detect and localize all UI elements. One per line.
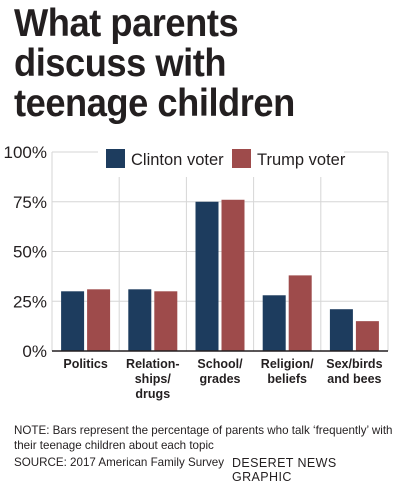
legend-box bbox=[98, 143, 344, 177]
bars bbox=[61, 199, 379, 351]
y-tick-label: 100% bbox=[4, 143, 47, 162]
y-tick-label: 75% bbox=[13, 193, 47, 212]
legend-label-clinton: Clinton voter bbox=[131, 151, 224, 169]
legend-swatch-clinton bbox=[106, 149, 125, 168]
chart-title: What parents discuss with teenage childr… bbox=[14, 4, 367, 124]
y-tick-label: 0% bbox=[22, 342, 47, 361]
bar bbox=[221, 199, 245, 351]
chart-source: SOURCE: 2017 American Family Survey bbox=[14, 456, 225, 469]
category-label: School/grades bbox=[197, 357, 243, 386]
y-axis-ticks: 0% 25% 50% 75% 100% bbox=[4, 143, 47, 361]
bar bbox=[128, 289, 152, 351]
bar-chart: 0% 25% 50% 75% 100% Politics Relation-ships/d… bbox=[4, 143, 389, 401]
bar bbox=[355, 321, 379, 351]
title-line-3: teenage children bbox=[14, 82, 295, 125]
category-label: Religion/beliefs bbox=[261, 357, 314, 386]
bar bbox=[87, 289, 111, 351]
bar bbox=[61, 291, 85, 351]
title-line-1: What parents bbox=[14, 2, 239, 45]
category-label: Politics bbox=[63, 357, 108, 371]
y-tick-label: 25% bbox=[13, 292, 47, 311]
bar bbox=[195, 201, 219, 351]
category-label: Sex/birds and bees bbox=[326, 357, 382, 386]
graphic-credit: DESERET NEWS GRAPHIC bbox=[232, 456, 337, 484]
legend-swatch-trump bbox=[232, 149, 251, 168]
chart-note: NOTE: Bars represent the percentage of p… bbox=[14, 424, 393, 452]
title-line-2: discuss with bbox=[14, 42, 227, 85]
legend: Clinton voter Trump voter bbox=[98, 143, 346, 177]
bar bbox=[288, 275, 312, 351]
category-labels: Politics Relation-ships/drugs School/grade… bbox=[63, 357, 382, 401]
category-label: Relation-ships/drugs bbox=[126, 357, 179, 401]
bar bbox=[262, 295, 286, 351]
bar bbox=[329, 309, 353, 351]
legend-label-trump: Trump voter bbox=[257, 151, 346, 169]
y-tick-label: 50% bbox=[13, 243, 47, 262]
bar bbox=[154, 291, 178, 351]
